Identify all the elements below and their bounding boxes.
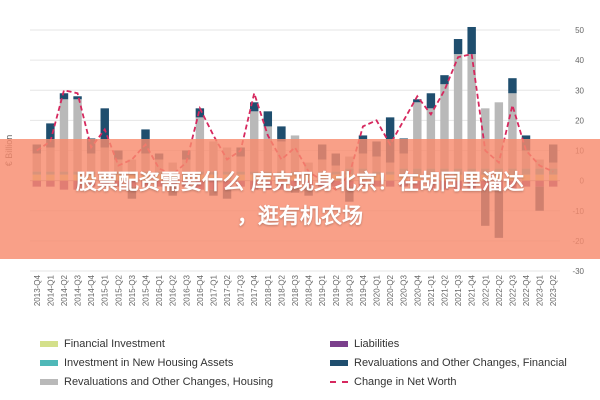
x-tick-label: 2022-Q3 bbox=[508, 274, 517, 306]
x-tick-label: 2017-Q1 bbox=[209, 274, 218, 306]
legend-item: Change in Net Worth bbox=[330, 376, 457, 388]
legend-swatch bbox=[40, 379, 58, 385]
series-line bbox=[36, 53, 554, 191]
x-tick-label: 2016-Q1 bbox=[155, 274, 164, 306]
banner-line-1: 股票配资需要什么 库克现身北京！在胡同里溜达 bbox=[75, 170, 525, 194]
bar bbox=[467, 54, 476, 169]
bar bbox=[508, 78, 517, 94]
bar bbox=[453, 39, 463, 55]
bar bbox=[73, 96, 82, 100]
legend-label: Investment in New Housing Assets bbox=[64, 357, 234, 369]
legend-swatch bbox=[40, 360, 58, 366]
legend-swatch bbox=[330, 381, 348, 383]
x-tick-label: 2017-Q3 bbox=[237, 274, 246, 306]
x-tick-label: 2017-Q2 bbox=[223, 274, 232, 306]
legend-label: Revaluations and Other Changes, Financia… bbox=[354, 357, 567, 369]
bar bbox=[413, 102, 422, 169]
x-tick-label: 2018-Q3 bbox=[291, 274, 300, 306]
legend-item: Financial Investment bbox=[40, 338, 165, 350]
x-tick-label: 2014-Q1 bbox=[46, 274, 55, 306]
x-tick-label: 2015-Q3 bbox=[128, 274, 137, 306]
bar bbox=[440, 75, 449, 85]
x-tick-label: 2014-Q2 bbox=[60, 274, 69, 306]
x-tick-label: 2019-Q4 bbox=[359, 274, 368, 306]
bar bbox=[195, 108, 205, 118]
banner-line-2: ，逛有机农场 bbox=[237, 204, 363, 228]
legend-swatch bbox=[40, 341, 58, 347]
x-tick-label: 2023-Q1 bbox=[536, 274, 545, 306]
legend-label: Financial Investment bbox=[64, 338, 165, 350]
bar bbox=[508, 93, 517, 169]
bar bbox=[426, 93, 436, 109]
overlay-banner: 股票配资需要什么 库克现身北京！在胡同里溜达 ，逛有机农场 bbox=[0, 139, 600, 259]
bar bbox=[277, 126, 286, 142]
y-tick-label: 30 bbox=[575, 86, 584, 95]
bar bbox=[413, 99, 422, 103]
legend-label: Liabilities bbox=[354, 338, 400, 350]
x-tick-label: 2014-Q4 bbox=[87, 274, 96, 306]
legend-item: Revaluations and Other Changes, Housing bbox=[40, 376, 273, 388]
x-tick-label: 2022-Q2 bbox=[495, 274, 504, 306]
bar bbox=[250, 102, 259, 112]
x-tick-label: 2013-Q4 bbox=[33, 274, 42, 306]
x-tick-label: 2020-Q1 bbox=[373, 274, 382, 306]
y-tick-label: -30 bbox=[572, 267, 584, 276]
x-tick-label: 2018-Q2 bbox=[277, 274, 286, 306]
bar bbox=[494, 102, 504, 169]
x-tick-label: 2021-Q3 bbox=[454, 274, 463, 306]
x-tick-label: 2016-Q2 bbox=[169, 274, 178, 306]
x-tick-label: 2015-Q4 bbox=[142, 274, 151, 306]
bar bbox=[467, 26, 476, 55]
y-tick-label: 50 bbox=[575, 26, 584, 35]
legend: Financial Investment Liabilities Investmen… bbox=[40, 334, 580, 394]
bar bbox=[453, 54, 463, 169]
x-tick-label: 2019-Q1 bbox=[318, 274, 327, 306]
legend-label: Change in Net Worth bbox=[354, 376, 457, 388]
bar bbox=[263, 111, 273, 127]
bar bbox=[46, 123, 55, 148]
bar bbox=[59, 93, 69, 100]
bar bbox=[100, 108, 109, 148]
y-tick-label: 20 bbox=[575, 116, 584, 125]
x-tick-label: 2017-Q4 bbox=[250, 274, 259, 306]
x-tick-label: 2015-Q2 bbox=[114, 274, 123, 306]
x-tick-label: 2016-Q3 bbox=[182, 274, 191, 306]
x-tick-label: 2019-Q2 bbox=[332, 274, 341, 306]
x-tick-label: 2020-Q3 bbox=[400, 274, 409, 306]
x-tick-label: 2018-Q1 bbox=[264, 274, 273, 306]
bar bbox=[73, 99, 82, 172]
x-tick-label: 2014-Q3 bbox=[74, 274, 83, 306]
legend-item: Investment in New Housing Assets bbox=[40, 357, 233, 369]
x-tick-label: 2021-Q4 bbox=[468, 274, 477, 306]
bar bbox=[426, 108, 436, 169]
x-tick-label: 2020-Q4 bbox=[413, 274, 422, 306]
x-tick-label: 2021-Q1 bbox=[427, 274, 436, 306]
bar bbox=[440, 84, 449, 169]
x-tick-label: 2016-Q4 bbox=[196, 274, 205, 306]
legend-item: Liabilities bbox=[330, 338, 399, 350]
legend-swatch bbox=[330, 341, 348, 347]
legend-item: Revaluations and Other Changes, Financia… bbox=[330, 357, 567, 369]
x-tick-label: 2022-Q1 bbox=[481, 274, 490, 306]
x-tick-label: 2015-Q1 bbox=[101, 274, 110, 306]
x-tick-label: 2021-Q2 bbox=[440, 274, 449, 306]
x-tick-label: 2022-Q4 bbox=[522, 274, 531, 306]
x-tick-label: 2023-Q2 bbox=[549, 274, 558, 306]
x-tick-label: 2018-Q4 bbox=[305, 274, 314, 306]
legend-label: Revaluations and Other Changes, Housing bbox=[64, 376, 274, 388]
bar bbox=[59, 99, 69, 172]
y-tick-label: 40 bbox=[575, 56, 584, 65]
legend-swatch bbox=[330, 360, 348, 366]
x-tick-label: 2019-Q3 bbox=[345, 274, 354, 306]
bar bbox=[481, 108, 490, 169]
x-tick-label: 2020-Q2 bbox=[386, 274, 395, 306]
